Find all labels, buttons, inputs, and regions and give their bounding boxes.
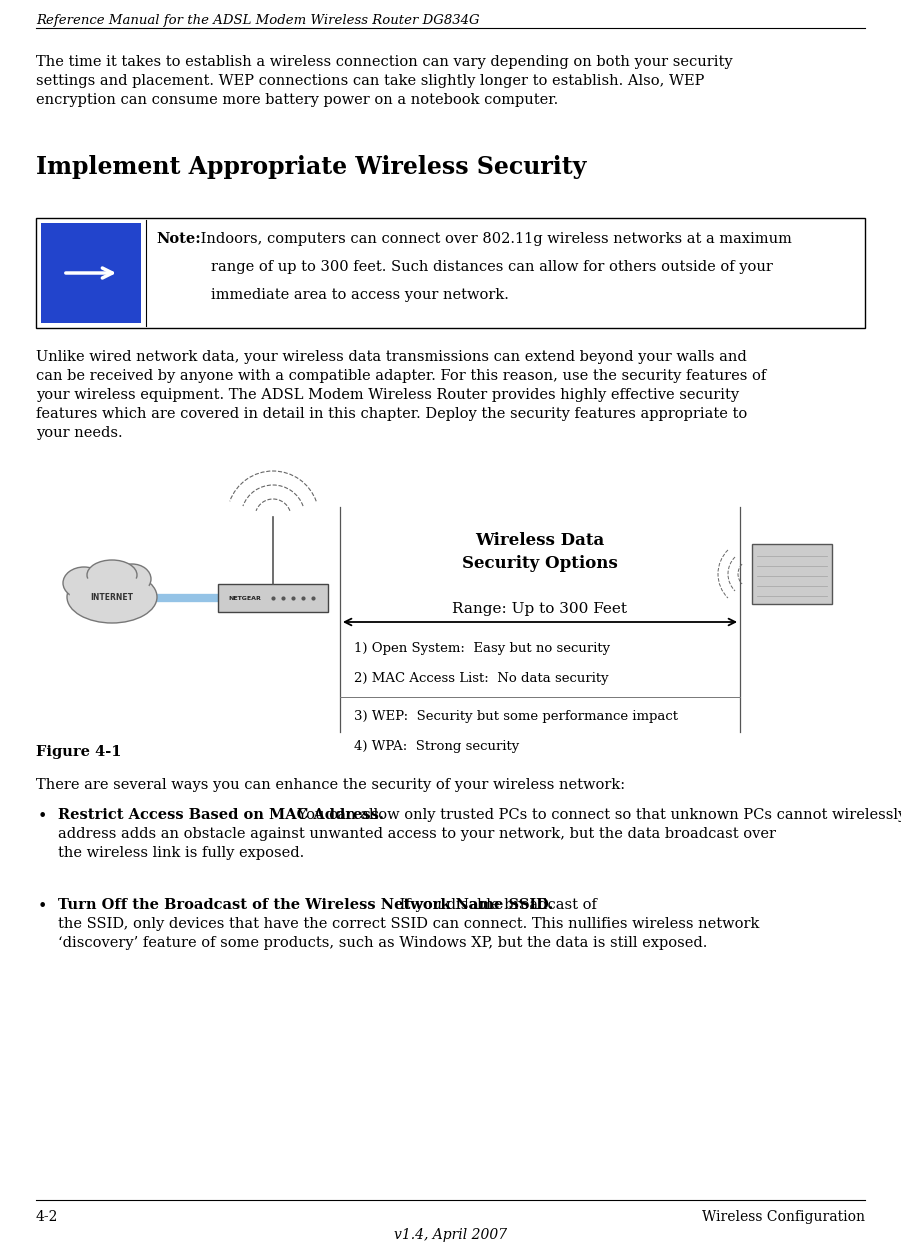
Ellipse shape [87, 560, 137, 590]
Text: 4-2: 4-2 [36, 1210, 59, 1225]
Text: features which are covered in detail in this chapter. Deploy the security featur: features which are covered in detail in … [36, 407, 747, 421]
Text: 3) WEP:  Security but some performance impact: 3) WEP: Security but some performance im… [354, 710, 678, 723]
Text: 4) WPA:  Strong security: 4) WPA: Strong security [354, 739, 519, 753]
Text: Note:: Note: [156, 232, 201, 246]
Bar [36, 218, 865, 328]
Ellipse shape [69, 575, 154, 620]
Text: encryption can consume more battery power on a notebook computer.: encryption can consume more battery powe… [36, 94, 559, 107]
Text: •: • [38, 898, 48, 915]
Text: v1.4, April 2007: v1.4, April 2007 [394, 1228, 507, 1242]
Text: 2) MAC Access List:  No data security: 2) MAC Access List: No data security [354, 672, 608, 685]
Text: Reference Manual for the ADSL Modem Wireless Router DG834G: Reference Manual for the ADSL Modem Wire… [36, 14, 479, 27]
Text: If you disable broadcast of: If you disable broadcast of [395, 898, 596, 912]
Text: ‘discovery’ feature of some products, such as Windows XP, but the data is still : ‘discovery’ feature of some products, su… [58, 936, 707, 950]
Text: INTERNET: INTERNET [90, 592, 133, 601]
Ellipse shape [67, 571, 157, 624]
Text: Unlike wired network data, your wireless data transmissions can extend beyond yo: Unlike wired network data, your wireless… [36, 350, 747, 364]
Text: Wireless Configuration: Wireless Configuration [702, 1210, 865, 1225]
Text: •: • [38, 808, 48, 826]
Bar [752, 544, 832, 604]
Text: Figure 4-1: Figure 4-1 [36, 744, 122, 759]
Text: 1) Open System:  Easy but no security: 1) Open System: Easy but no security [354, 642, 610, 655]
Ellipse shape [113, 564, 151, 594]
Text: range of up to 300 feet. Such distances can allow for others outside of your: range of up to 300 feet. Such distances … [211, 261, 773, 274]
Text: Indoors, computers can connect over 802.11g wireless networks at a maximum: Indoors, computers can connect over 802.… [196, 232, 792, 246]
Text: can be received by anyone with a compatible adapter. For this reason, use the se: can be received by anyone with a compati… [36, 369, 766, 383]
Text: settings and placement. WEP connections can take slightly longer to establish. A: settings and placement. WEP connections … [36, 74, 705, 89]
Text: the wireless link is fully exposed.: the wireless link is fully exposed. [58, 845, 305, 860]
Text: the SSID, only devices that have the correct SSID can connect. This nullifies wi: the SSID, only devices that have the cor… [58, 917, 760, 932]
Text: Turn Off the Broadcast of the Wireless Network Name SSID.: Turn Off the Broadcast of the Wireless N… [58, 898, 553, 912]
Bar [41, 223, 141, 323]
Text: your wireless equipment. The ADSL Modem Wireless Router provides highly effectiv: your wireless equipment. The ADSL Modem … [36, 388, 739, 402]
Text: Range: Up to 300 Feet: Range: Up to 300 Feet [452, 602, 627, 616]
Text: Restrict Access Based on MAC Address.: Restrict Access Based on MAC Address. [58, 808, 384, 822]
Text: address adds an obstacle against unwanted access to your network, but the data b: address adds an obstacle against unwante… [58, 827, 776, 840]
Text: You can allow only trusted PCs to connect so that unknown PCs cannot wirelessly : You can allow only trusted PCs to connec… [293, 808, 901, 822]
Text: Wireless Data: Wireless Data [476, 532, 605, 549]
Text: Security Options: Security Options [462, 555, 618, 572]
Text: The time it takes to establish a wireless connection can vary depending on both : The time it takes to establish a wireles… [36, 55, 733, 69]
Bar [218, 584, 328, 612]
Text: Implement Appropriate Wireless Security: Implement Appropriate Wireless Security [36, 155, 587, 180]
Text: There are several ways you can enhance the security of your wireless network:: There are several ways you can enhance t… [36, 778, 625, 792]
Text: your needs.: your needs. [36, 426, 123, 440]
Text: immediate area to access your network.: immediate area to access your network. [211, 288, 509, 302]
Text: NETGEAR: NETGEAR [228, 596, 261, 601]
Ellipse shape [63, 567, 105, 599]
